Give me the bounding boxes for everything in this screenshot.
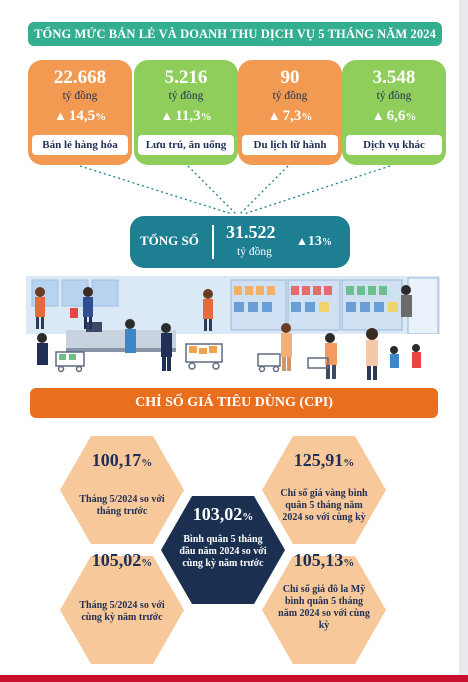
card-unit: tỷ đồng [62, 90, 98, 102]
card-growth: ▲ 6,6% [371, 108, 417, 124]
card-value: 22.668 [53, 67, 107, 88]
card-other-services: 3.548 tỷ đồng ▲ 6,6% Dịch vụ khác [342, 60, 446, 165]
card-label: Lưu trú, ăn uống [138, 135, 234, 155]
card-unit: tỷ đồng [272, 90, 308, 102]
cpi-value: 105,13% [293, 550, 355, 570]
cpi-item-month-vs-year: 105,02% Tháng 5/2024 so với cùng kỳ năm … [60, 550, 184, 664]
supermarket-illustration [26, 268, 440, 384]
cpi-desc: Bình quân 5 tháng đầu năm 2024 so với cù… [179, 534, 267, 569]
cpi-desc: Tháng 5/2024 so với tháng trước [79, 494, 165, 517]
card-retail-goods: 22.668 tỷ đồng ▲ 14,5% Bán lẻ hàng hóa [28, 60, 132, 165]
card-growth: ▲ 7,3% [267, 108, 313, 124]
card-unit: tỷ đồng [376, 90, 412, 102]
cpi-value: 125,91% [293, 450, 355, 470]
card-accommodation: 5.216 tỷ đồng ▲ 11,3% Lưu trú, ăn uống [134, 60, 238, 165]
hexagon-bottom-right [262, 556, 386, 664]
hexagon-top-right [262, 436, 386, 544]
cpi-value: 105,02% [91, 550, 153, 570]
up-triangle-icon: ▲ [160, 108, 174, 123]
total-divider [212, 225, 214, 259]
up-triangle-icon: ▲ [267, 108, 281, 123]
card-value: 5.216 [164, 67, 208, 88]
cpi-item-average: 103,02% Bình quân 5 tháng đầu năm 2024 s… [161, 496, 285, 604]
right-edge-strip [459, 0, 468, 682]
bottom-edge-strip [0, 675, 468, 682]
up-triangle-icon: ▲ [53, 108, 67, 123]
card-value: 3.548 [372, 67, 416, 88]
hexagon-bottom-left [60, 556, 184, 664]
cpi-item-usd: 105,13% Chỉ số giá đô la Mỹ bình quân 5 … [262, 550, 386, 664]
connector-lines [79, 165, 391, 215]
total-value: 31.522 [226, 222, 276, 242]
card-unit: tỷ đồng [168, 90, 204, 102]
up-triangle-icon: ▲ [296, 234, 308, 248]
cpi-item-month-vs-prev: 100,17% Tháng 5/2024 so với tháng trước [60, 436, 184, 544]
cpi-desc: Tháng 5/2024 so với cùng kỳ năm trước [79, 600, 165, 623]
total-growth: ▲13% [296, 234, 332, 249]
card-value: 90 [280, 67, 300, 88]
cpi-value: 103,02% [192, 504, 254, 524]
card-travel: 90 tỷ đồng ▲ 7,3% Du lịch lữ hành [238, 60, 342, 165]
up-triangle-icon: ▲ [371, 108, 385, 123]
cpi-item-gold: 125,91% Chỉ số giá vàng bình quân 5 thán… [262, 436, 386, 544]
card-label: Du lịch lữ hành [242, 135, 338, 155]
card-growth: ▲ 14,5% [53, 108, 107, 124]
hexagon-center [161, 496, 285, 604]
cpi-desc: Chỉ số giá vàng bình quân 5 tháng năm 20… [280, 488, 368, 523]
total-unit: tỷ đồng [237, 246, 272, 258]
total-label: TỔNG SỐ [140, 233, 199, 248]
card-label: Bán lẻ hàng hóa [32, 135, 128, 155]
retail-title: TỔNG MỨC BÁN LẺ VÀ DOANH THU DỊCH VỤ 5 T… [28, 22, 442, 46]
total-box: TỔNG SỐ 31.522 tỷ đồng ▲13% [130, 216, 350, 268]
cpi-value: 100,17% [91, 450, 153, 470]
card-growth: ▲ 11,3% [160, 108, 212, 124]
hexagon-top-left [60, 436, 184, 544]
cpi-desc: Chỉ số giá đô la Mỹ bình quân 5 tháng nă… [278, 584, 370, 631]
cpi-title: CHỈ SỐ GIÁ TIÊU DÙNG (CPI) [30, 388, 438, 418]
card-label: Dịch vụ khác [346, 135, 442, 155]
